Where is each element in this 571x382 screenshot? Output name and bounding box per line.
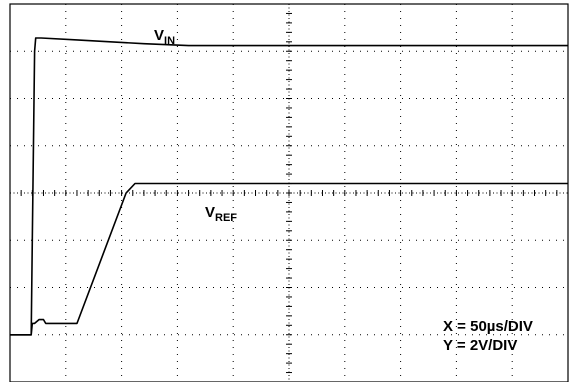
traces	[10, 37, 568, 336]
y-scale-annotation: Y = 2V/DIV	[443, 337, 518, 354]
series-label-vref: VREF	[205, 204, 238, 224]
x-scale-annotation: X = 50µs/DIV	[443, 318, 533, 335]
series-label-vin: VIN	[154, 27, 176, 47]
grid	[9, 3, 569, 382]
series-trace-vin	[10, 37, 568, 336]
series-trace-vref	[10, 182, 568, 336]
